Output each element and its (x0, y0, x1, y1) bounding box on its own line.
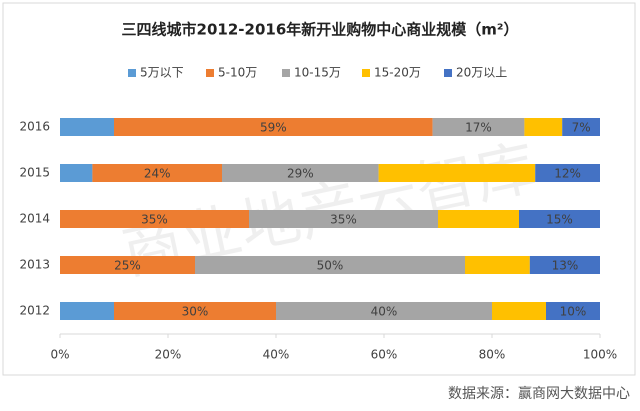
bar-segment (276, 302, 492, 320)
bar-segment (465, 256, 530, 274)
bar-segment (562, 118, 600, 136)
chart-title: 三四线城市2012-2016年新开业购物中心商业规模（m²） (122, 21, 519, 39)
bar-segment (535, 164, 600, 182)
bar-segment (529, 256, 600, 274)
data-label: 7% (572, 121, 591, 135)
legend-label: 10-15万 (294, 66, 341, 80)
bar-segment (92, 164, 223, 182)
legend-swatch (282, 69, 290, 77)
bar-segment (222, 164, 379, 182)
x-tick-label: 80% (479, 348, 506, 362)
x-tick-label: 100% (583, 348, 617, 362)
data-label: 35% (141, 213, 168, 227)
y-tick-label: 2013 (19, 258, 50, 272)
x-tick-label: 40% (263, 348, 290, 362)
bar-segment (438, 210, 519, 228)
legend-label: 5万以下 (140, 66, 184, 80)
data-label: 50% (317, 259, 344, 273)
data-label: 30% (182, 305, 209, 319)
bar-segment (60, 302, 114, 320)
data-label: 17% (465, 121, 492, 135)
data-label: 13% (552, 259, 579, 273)
data-label: 40% (371, 305, 398, 319)
data-label: 12% (554, 167, 581, 181)
legend-swatch (362, 69, 370, 77)
legend-label: 20万以上 (456, 66, 507, 80)
bar-segment (114, 302, 276, 320)
y-tick-label: 2012 (19, 304, 50, 318)
x-tick-label: 20% (155, 348, 182, 362)
y-tick-label: 2016 (19, 120, 50, 134)
legend-label: 5-10万 (218, 66, 257, 80)
bar-segment (378, 164, 536, 182)
data-label: 59% (260, 121, 287, 135)
bar-segment (524, 118, 563, 136)
bar-segment (60, 210, 249, 228)
bar-segment (249, 210, 438, 228)
bar-segment (60, 118, 114, 136)
x-tick-label: 0% (50, 348, 69, 362)
data-label: 15% (546, 213, 573, 227)
bar-segment (195, 256, 465, 274)
legend-swatch (444, 69, 452, 77)
bar-segment (114, 118, 433, 136)
y-tick-label: 2014 (19, 212, 50, 226)
bar-segment (60, 164, 93, 182)
bar-segment (546, 302, 600, 320)
bar-segment (492, 302, 546, 320)
data-label: 29% (287, 167, 314, 181)
bar-segment (60, 256, 195, 274)
data-label: 10% (560, 305, 587, 319)
bar-segment (432, 118, 525, 136)
legend-swatch (206, 69, 214, 77)
data-label: 25% (114, 259, 141, 273)
legend-label: 15-20万 (374, 66, 421, 80)
x-tick-label: 60% (371, 348, 398, 362)
y-tick-label: 2015 (19, 166, 50, 180)
data-label: 35% (330, 213, 357, 227)
data-label: 24% (144, 167, 171, 181)
legend-swatch (128, 69, 136, 77)
source: 数据来源：赢商网大数据中心 (448, 385, 630, 402)
bar-segment (519, 210, 600, 228)
